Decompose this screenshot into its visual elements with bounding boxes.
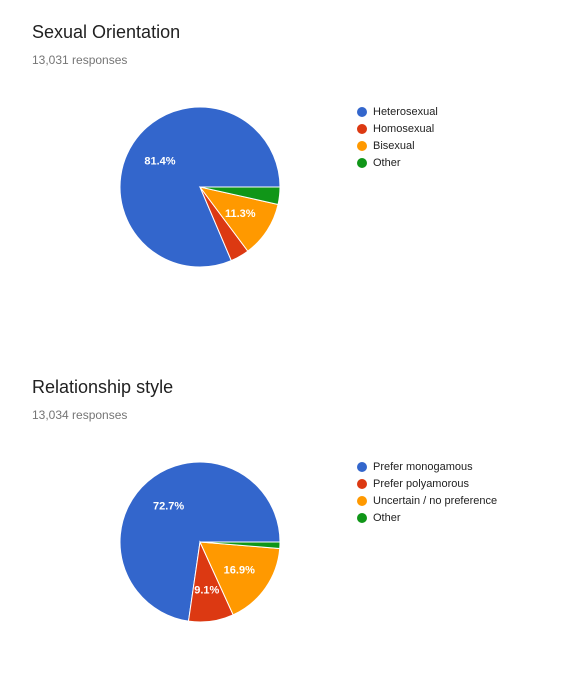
legend-item-bisexual: Bisexual [357, 137, 438, 154]
legend-swatch [357, 140, 367, 151]
legend-label: Bisexual [373, 139, 415, 152]
chart-legend: Prefer monogamous Prefer polyamorous Uncer… [357, 458, 497, 526]
response-count: 13,034 responses [32, 408, 128, 422]
legend-label: Other [373, 511, 401, 524]
legend-label: Homosexual [373, 122, 435, 135]
legend-item-homosexual: Homosexual [357, 120, 438, 137]
slice-label-uncertain-no-preference: 16.9% [224, 565, 255, 577]
legend-swatch [357, 123, 367, 134]
chart-title: Sexual Orientation [32, 22, 181, 42]
legend-label: Other [373, 156, 401, 169]
slice-label-bisexual: 11.3% [225, 208, 256, 220]
legend-label: Prefer monogamous [373, 460, 473, 473]
legend-swatch [357, 461, 367, 472]
chart-legend: Heterosexual Homosexual Bisexual Other [357, 103, 438, 171]
chart-card-relationship-style: Relationship style 13,034 responses 72.7… [0, 355, 562, 685]
legend-label: Uncertain / no preference [373, 494, 498, 507]
legend-swatch [357, 106, 367, 117]
slice-label-heterosexual: 81.4% [144, 156, 175, 168]
legend-item-prefer-monogamous: Prefer monogamous [357, 458, 497, 475]
chart-card-sexual-orientation: Sexual Orientation 13,031 responses 81.4… [0, 0, 562, 330]
pie-chart: 81.4% 11.3% [119, 106, 281, 268]
slice-label-prefer-monogamous: 72.7% [153, 501, 184, 513]
legend-item-uncertain-no-preference: Uncertain / no preference [357, 492, 497, 509]
legend-item-heterosexual: Heterosexual [357, 103, 438, 120]
legend-swatch [357, 157, 367, 168]
pie-slice-uncertain-no-preference [199, 541, 281, 616]
legend-swatch [357, 512, 367, 523]
response-count: 13,031 responses [32, 53, 128, 67]
chart-title: Relationship style [32, 377, 174, 397]
legend-swatch [357, 478, 367, 489]
pie-slice-other [199, 186, 281, 206]
pie-chart: 72.7% 9.1% 16.9% [119, 461, 281, 623]
legend-item-other: Other [357, 154, 438, 171]
legend-item-prefer-polyamorous: Prefer polyamorous [357, 475, 497, 492]
legend-label: Prefer polyamorous [373, 477, 469, 490]
slice-label-prefer-polyamorous: 9.1% [194, 585, 219, 597]
legend-label: Heterosexual [373, 105, 438, 118]
pie-slice-other [199, 541, 281, 550]
legend-item-other: Other [357, 509, 497, 526]
legend-swatch [357, 495, 367, 506]
